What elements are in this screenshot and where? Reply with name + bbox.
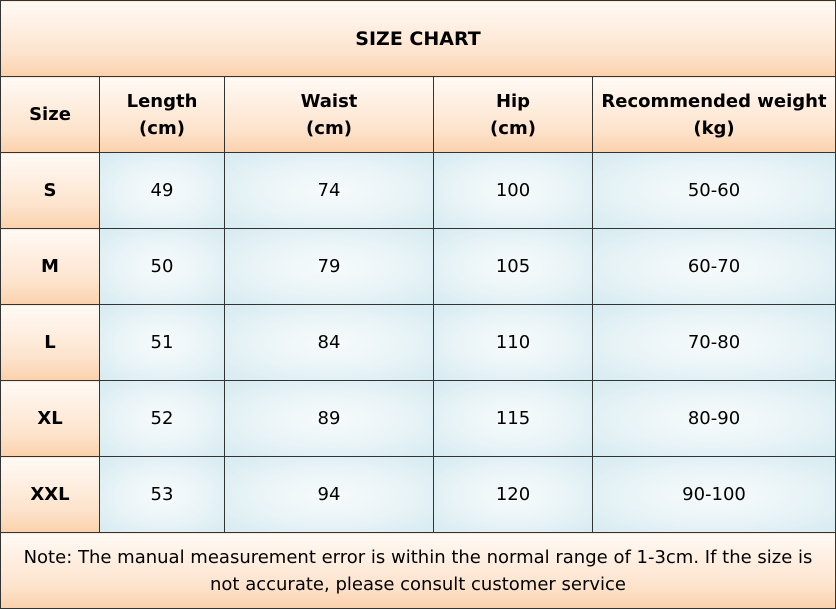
table-title: SIZE CHART [0, 0, 836, 77]
header-line: (kg) [693, 117, 735, 139]
value-cell: 89 [224, 380, 434, 457]
value-cell: 50 [99, 228, 225, 305]
size-cell: XXL [0, 456, 100, 533]
header-line: (cm) [490, 117, 536, 139]
value-cell: 52 [99, 380, 225, 457]
value-cell: 90-100 [591, 456, 836, 533]
value-cell: 120 [433, 456, 593, 533]
title-row: SIZE CHART [0, 0, 836, 77]
data-row: L 51 84 110 70-80 [0, 304, 836, 381]
data-row: XXL 53 94 120 90-100 [0, 456, 836, 533]
value-cell: 115 [433, 380, 593, 457]
value-cell: 110 [433, 304, 593, 381]
header-line: (cm) [306, 117, 352, 139]
header-line: Length [126, 90, 198, 112]
header-row: Size Length (cm) Waist (cm) Hip (cm) Recommende… [0, 76, 836, 153]
header-cell: Hip (cm) [433, 76, 593, 153]
value-cell: 51 [99, 304, 225, 381]
header-line: Waist [300, 90, 358, 112]
data-row: M 50 79 105 60-70 [0, 228, 836, 305]
value-cell: 84 [224, 304, 434, 381]
note: Note: The manual measurement error is wi… [0, 532, 836, 609]
header-line: (cm) [139, 117, 185, 139]
value-cell: 79 [224, 228, 434, 305]
header-cell: Length (cm) [99, 76, 225, 153]
header-cell: Size [0, 76, 100, 153]
data-row: XL 52 89 115 80-90 [0, 380, 836, 457]
header-cell: Recommended weight (kg) [591, 76, 836, 153]
value-cell: 49 [99, 152, 225, 229]
note-row: Note: The manual measurement error is wi… [0, 532, 836, 609]
size-cell: XL [0, 380, 100, 457]
size-cell: L [0, 304, 100, 381]
header-line: Recommended weight [601, 90, 827, 112]
value-cell: 100 [433, 152, 593, 229]
size-cell: M [0, 228, 100, 305]
header-line: Hip [495, 90, 531, 112]
data-row: S 49 74 100 50-60 [0, 152, 836, 229]
size-cell: S [0, 152, 100, 229]
value-cell: 60-70 [591, 228, 836, 305]
value-cell: 80-90 [591, 380, 836, 457]
value-cell: 105 [433, 228, 593, 305]
header-line: Size [29, 104, 71, 125]
value-cell: 70-80 [591, 304, 836, 381]
value-cell: 74 [224, 152, 434, 229]
value-cell: 50-60 [591, 152, 836, 229]
value-cell: 53 [99, 456, 225, 533]
value-cell: 94 [224, 456, 434, 533]
header-cell: Waist (cm) [224, 76, 434, 153]
